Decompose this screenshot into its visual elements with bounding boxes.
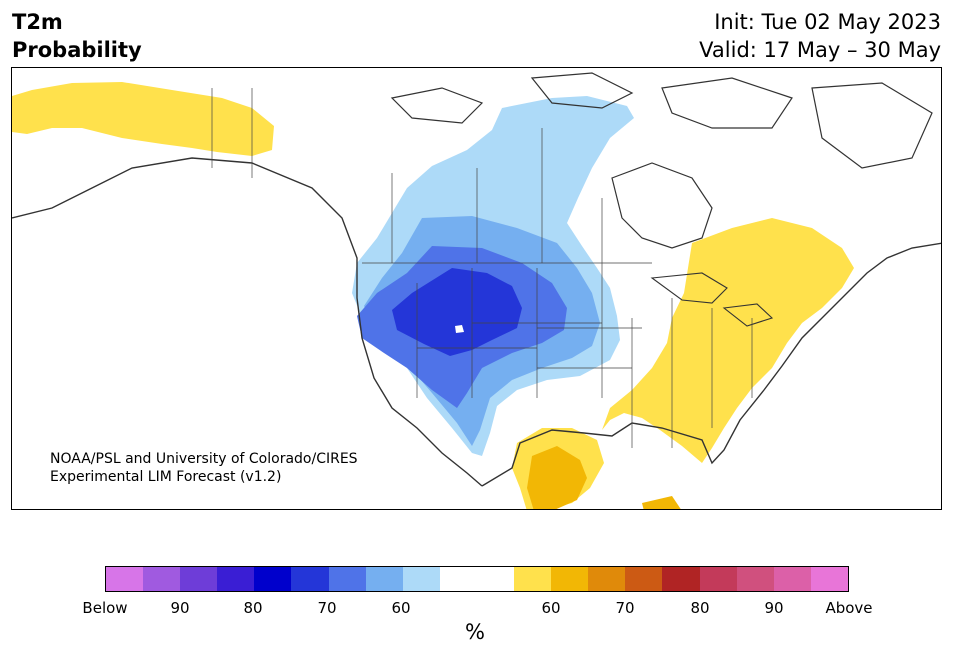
colorbar-swatch [736,567,774,591]
colorbar-swatch [365,567,403,591]
colorbar-swatch [143,567,181,591]
great-lakes [650,272,774,327]
colorbar-swatch [402,567,440,591]
colorbar-swatch [254,567,292,591]
west-below-90-region [392,268,522,356]
colorbar-swatch [106,567,144,591]
colorbar-tick-above-60: 60 [541,599,561,617]
init-date: Init: Tue 02 May 2023 [714,10,941,34]
coastline [12,157,941,487]
variable-label: T2m [12,10,63,34]
colorbar-swatch [810,567,848,591]
colorbar-swatch [476,567,515,591]
colorbar-swatch [439,567,477,591]
subtitle-label: Probability [12,38,142,62]
colorbar-swatch [551,567,589,591]
colorbar-tick-below-80: 80 [243,599,263,617]
valid-range: Valid: 17 May – 30 May [699,38,941,62]
colorbar-tick-above: Above [825,599,873,617]
colorbar-tick-below-60: 60 [391,599,411,617]
colorbar-swatch [217,567,255,591]
hudson-bay-coast [611,162,713,249]
colorbar-swatch [699,567,737,591]
colorbar-swatch [773,567,811,591]
probability-colorbar [105,566,849,592]
credit-line-2: Experimental LIM Forecast (v1.2) [50,469,282,485]
cuba-above-region [642,496,681,509]
colorbar-tick-below: Below [82,599,128,617]
east-above-60-region [602,218,854,463]
mexico-above-70-region [527,446,587,509]
colorbar-tick-above-80: 80 [690,599,710,617]
colorbar-swatch [625,567,663,591]
map-title: T2m Probability [12,8,142,64]
political-boundaries [211,88,753,448]
colorbar-tick-below-90: 90 [170,599,190,617]
forecast-map: NOAA/PSL and University of Colorado/CIRE… [11,67,942,510]
credit-line-1: NOAA/PSL and University of Colorado/CIRE… [50,451,358,467]
map-canvas [12,72,941,509]
forecast-dates: Init: Tue 02 May 2023 Valid: 17 May – 30… [699,8,941,64]
colorbar-swatch [180,567,218,591]
colorbar-tick-below-70: 70 [317,599,337,617]
colorbar-tick-above-90: 90 [764,599,784,617]
colorbar-swatch [291,567,329,591]
forecast-credit: NOAA/PSL and University of Colorado/CIRE… [50,450,358,486]
colorbar-swatch [328,567,366,591]
white-lake-mark [455,325,464,333]
colorbar-tick-above-70: 70 [615,599,635,617]
arctic-islands [390,72,933,169]
colorbar-swatch [514,567,552,591]
alaska-above-region [12,82,274,156]
colorbar-unit: % [465,620,485,644]
colorbar-swatch [588,567,626,591]
colorbar-swatch [662,567,700,591]
